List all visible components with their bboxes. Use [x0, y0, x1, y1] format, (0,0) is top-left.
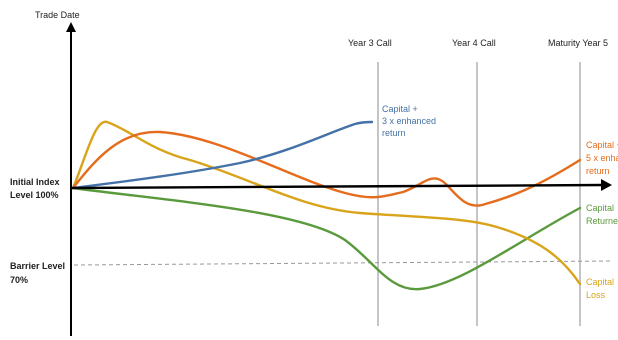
year-4-call-label: Year 4 Call: [452, 38, 496, 48]
enhanced-5x-curve: [71, 130, 582, 207]
timeline-axis: [70, 183, 605, 190]
capital-loss-curve: [71, 120, 582, 286]
enhanced-3x-curve: [71, 120, 374, 190]
y-axis-arrow: [66, 22, 76, 32]
maturity-label: Maturity Year 5: [548, 38, 608, 48]
enhanced-5x-label: Capital + 5 x enhanced return: [586, 140, 618, 176]
capital-returned-label: Capital Returned: [586, 203, 618, 226]
capital-loss-label: Capital Loss: [586, 277, 617, 300]
barrier-line: [73, 260, 613, 266]
initial-level-label: Initial Index Level 100%: [10, 177, 62, 200]
barrier-level-label: Barrier Level 70%: [10, 261, 68, 285]
enhanced-3x-label: Capital + 3 x enhanced return: [382, 104, 439, 138]
year-3-call-label: Year 3 Call: [348, 38, 392, 48]
capital-returned-curve: [71, 186, 582, 291]
y-axis-title: Trade Date: [35, 10, 80, 20]
timeline-arrow: [601, 179, 612, 191]
